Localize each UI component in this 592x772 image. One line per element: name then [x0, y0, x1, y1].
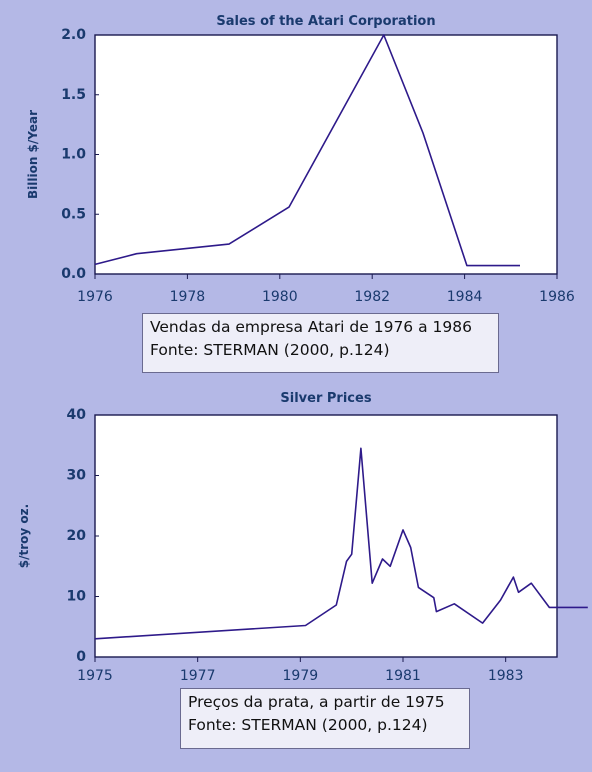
atari-x-tick-label: 1978: [170, 289, 206, 305]
atari-chart-title: Sales of the Atari Corporation: [216, 14, 435, 29]
atari-caption-line-1: Vendas da empresa Atari de 1976 a 1986: [150, 318, 472, 336]
silver-y-axis-label: $/troy oz.: [17, 504, 31, 568]
silver-prices-chart: Silver Prices $/troy oz. 0 10 20 30 40 1975 1977…: [17, 391, 588, 684]
silver-y-tick-label: 0: [76, 649, 86, 665]
silver-caption-box: Preços da prata, a partir de 1975 Fonte:…: [180, 688, 470, 749]
atari-y-tick-label: 2.0: [61, 27, 86, 43]
atari-y-tick-label: 1.0: [61, 147, 86, 163]
silver-x-tick-label: 1983: [488, 668, 524, 684]
silver-y-tick-label: 30: [67, 468, 87, 484]
silver-x-tick-label: 1981: [385, 668, 421, 684]
atari-y-tick-label: 0.5: [61, 206, 86, 222]
silver-y-tick-label: 20: [67, 528, 87, 544]
silver-x-tick-label: 1977: [180, 668, 216, 684]
silver-caption-line-1: Preços da prata, a partir de 1975: [188, 693, 445, 711]
silver-plot-area: [94, 414, 558, 658]
atari-caption-line-2: Fonte: STERMAN (2000, p.124): [150, 341, 390, 359]
atari-sales-chart: Sales of the Atari Corporation Billion $/…: [26, 14, 575, 305]
atari-x-tick-label: 1982: [354, 289, 390, 305]
atari-series-line-0: [94, 34, 520, 267]
silver-x-tick-label: 1975: [77, 668, 113, 684]
atari-y-axis-label: Billion $/Year: [26, 110, 40, 199]
atari-y-tick-label: 1.5: [61, 87, 86, 103]
atari-y-tick-label: 0.0: [61, 266, 86, 282]
silver-y-tick-label: 40: [67, 407, 87, 423]
silver-chart-title: Silver Prices: [280, 391, 371, 406]
silver-series-line-0: [94, 447, 588, 640]
silver-caption-line-2: Fonte: STERMAN (2000, p.124): [188, 716, 428, 734]
atari-caption-box: Vendas da empresa Atari de 1976 a 1986 F…: [142, 313, 499, 373]
atari-x-tick-label: 1976: [77, 289, 113, 305]
atari-chart-panel: Sales of the Atari Corporation Billion $/…: [26, 14, 575, 373]
silver-chart-panel: Silver Prices $/troy oz. 0 10 20 30 40 1975 1977…: [0, 386, 592, 772]
silver-x-tick-label: 1979: [283, 668, 319, 684]
atari-plot-area: [94, 34, 558, 275]
atari-x-tick-label: 1984: [447, 289, 483, 305]
atari-x-tick-label: 1980: [262, 289, 298, 305]
atari-x-tick-label: 1986: [539, 289, 575, 305]
silver-y-tick-label: 10: [67, 589, 87, 605]
